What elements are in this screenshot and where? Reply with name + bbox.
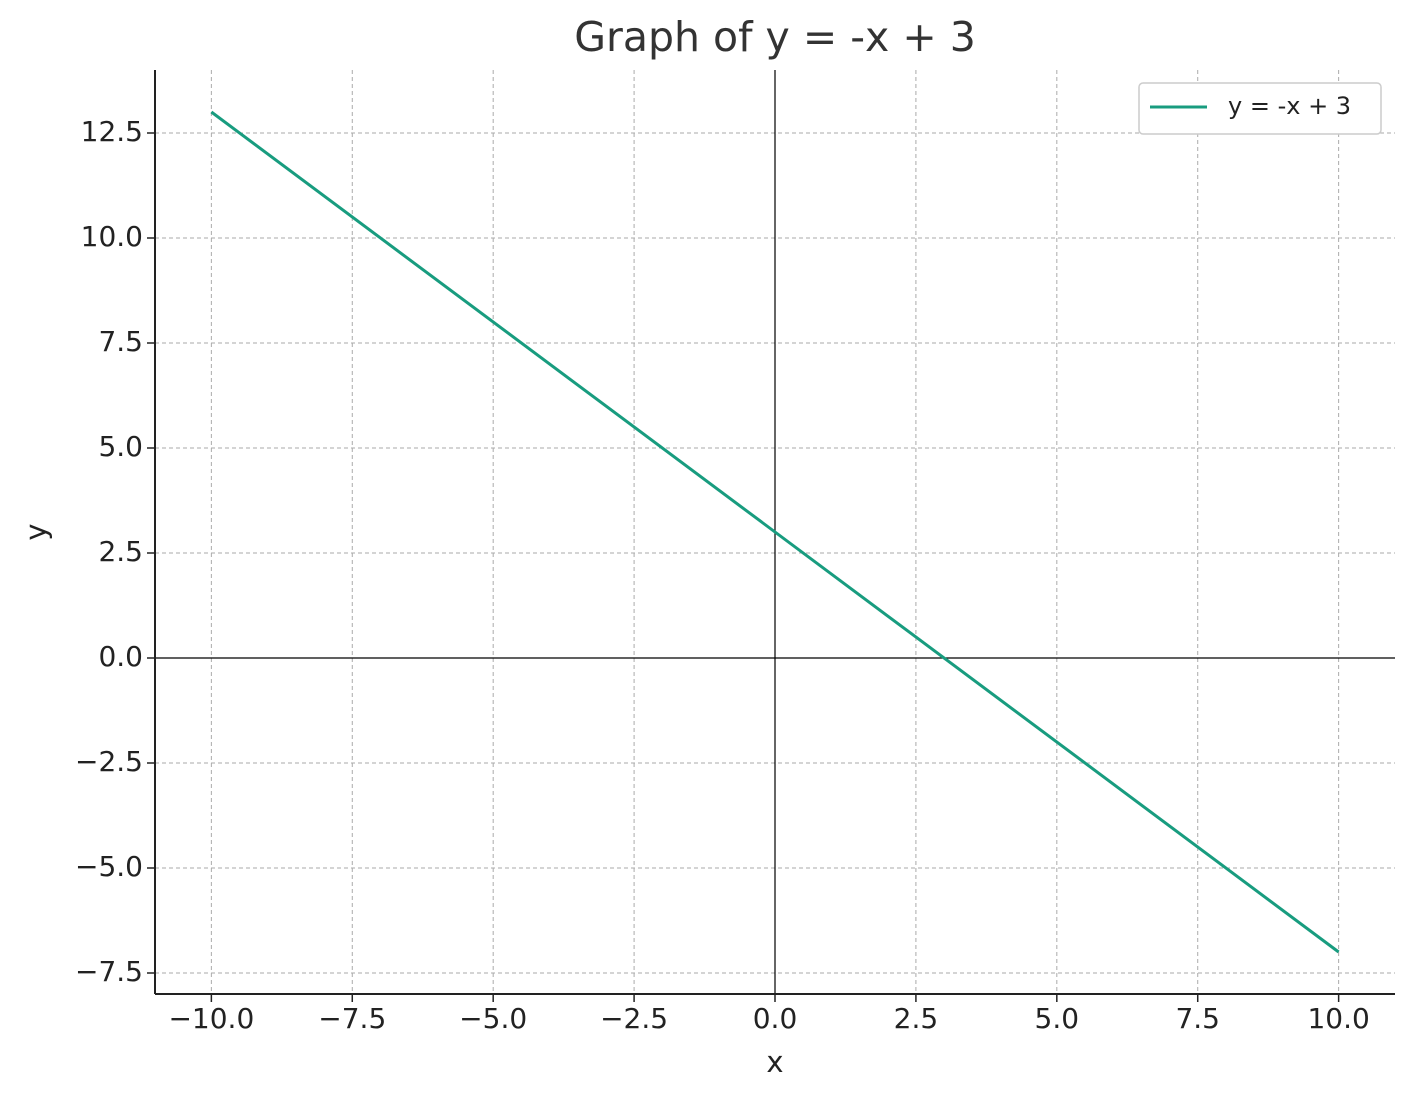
y-tick-label: 10.0 (81, 220, 143, 253)
chart-title: Graph of y = -x + 3 (574, 13, 976, 61)
x-tick-label: −5.0 (459, 1002, 527, 1035)
y-axis-label: y (19, 523, 53, 540)
x-tick-label: −7.5 (318, 1002, 386, 1035)
y-tick-label: 12.5 (81, 115, 143, 148)
y-tick-label: −7.5 (75, 955, 143, 988)
y-tick-label: 5.0 (98, 430, 143, 463)
y-tick-label: −5.0 (75, 850, 143, 883)
x-tick-label: 7.5 (1175, 1002, 1220, 1035)
data-line (210, 110, 1340, 954)
legend-box (1138, 82, 1382, 135)
x-tick-label: 10.0 (1307, 1002, 1369, 1035)
x-tick-label: −2.5 (600, 1002, 668, 1035)
y-tick-label: 7.5 (98, 325, 143, 358)
x-tick-label: 0.0 (753, 1002, 798, 1035)
x-tick-label: −10.0 (168, 1002, 254, 1035)
x-tick-label: 5.0 (1035, 1002, 1080, 1035)
legend: y = -x + 3 (1138, 82, 1382, 135)
y-tick-label: 0.0 (98, 640, 143, 673)
x-axis-label: x (766, 1045, 783, 1079)
y-tick-label: 2.5 (98, 535, 143, 568)
x-tick-label: 2.5 (894, 1002, 939, 1035)
legend-label: y = -x + 3 (1228, 92, 1351, 120)
y-tick-label: −2.5 (75, 745, 143, 778)
